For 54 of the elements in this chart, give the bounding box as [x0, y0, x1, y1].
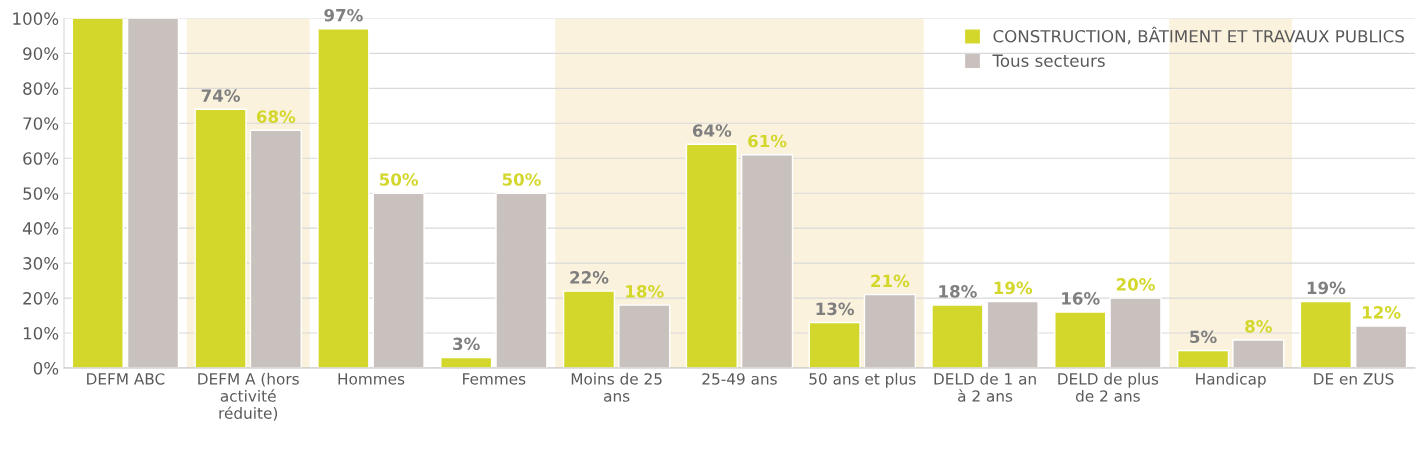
bar: [1176, 349, 1230, 368]
bar: [685, 143, 738, 368]
legend-label: CONSTRUCTION, BÂTIMENT ET TRAVAUX PUBLICS: [993, 26, 1404, 45]
x-tick-label: 25-49 ans: [702, 373, 777, 385]
y-tick-label: 70%: [23, 117, 59, 130]
bar: [1054, 311, 1107, 368]
y-tick-label: 10%: [23, 327, 59, 340]
x-tick-label: DEFM A (hors activité réduite): [198, 372, 299, 421]
data-label: 8%: [1245, 320, 1272, 333]
x-tick-label: Femmes: [463, 373, 526, 385]
x-tick-label: Moins de 25 ans: [571, 372, 662, 402]
x-tick-label: DELD de 1 an à 2 ans: [934, 372, 1036, 402]
data-label: 16%: [1062, 292, 1100, 305]
y-tick-label: 40%: [22, 222, 59, 235]
x-tick-label: 50 ans et plus: [809, 372, 916, 388]
bar: [562, 290, 616, 368]
y-tick-label: 60%: [23, 152, 59, 165]
y-tick-label: 80%: [23, 82, 59, 95]
bar: [1299, 300, 1352, 368]
y-tick-label: 50%: [23, 187, 59, 200]
bar: [931, 304, 984, 368]
data-label: 18%: [626, 285, 664, 298]
y-tick-label: 0%: [33, 361, 59, 375]
bar: [194, 108, 247, 368]
data-label: 12%: [1363, 306, 1401, 319]
data-label: 3%: [453, 337, 480, 351]
legend-label: Tous secteurs: [992, 54, 1105, 68]
data-label: 74%: [201, 89, 240, 102]
y-tick-label: 20%: [23, 292, 59, 305]
y-tick-label: 90%: [23, 47, 59, 60]
data-label: 13%: [816, 302, 855, 316]
data-label: 5%: [1190, 330, 1217, 344]
x-tick-label: Handicap: [1196, 372, 1266, 388]
data-label: 21%: [871, 274, 910, 288]
y-tick-label: 100%: [13, 12, 59, 25]
bar: [317, 28, 370, 368]
bar: [808, 321, 861, 368]
y-tick-label: 30%: [23, 257, 59, 270]
data-label: 64%: [692, 124, 732, 137]
x-tick-label: DE en ZUS: [1314, 373, 1394, 385]
data-label: 19%: [994, 281, 1033, 295]
x-tick-label: Hommes: [338, 373, 405, 385]
data-label: 50%: [379, 173, 419, 186]
x-tick-label: DEFM ABC: [87, 373, 165, 385]
data-label: 61%: [748, 134, 787, 148]
data-label: 19%: [1307, 281, 1346, 295]
data-label: 22%: [570, 271, 609, 284]
bar: [71, 18, 124, 368]
data-label: 18%: [939, 285, 977, 298]
data-label: 20%: [1116, 278, 1155, 291]
x-tick-label: DELD de plus de 2 ans: [1058, 372, 1159, 402]
data-label: 50%: [502, 173, 541, 186]
data-label: 97%: [324, 8, 363, 22]
data-label: 68%: [256, 110, 296, 123]
